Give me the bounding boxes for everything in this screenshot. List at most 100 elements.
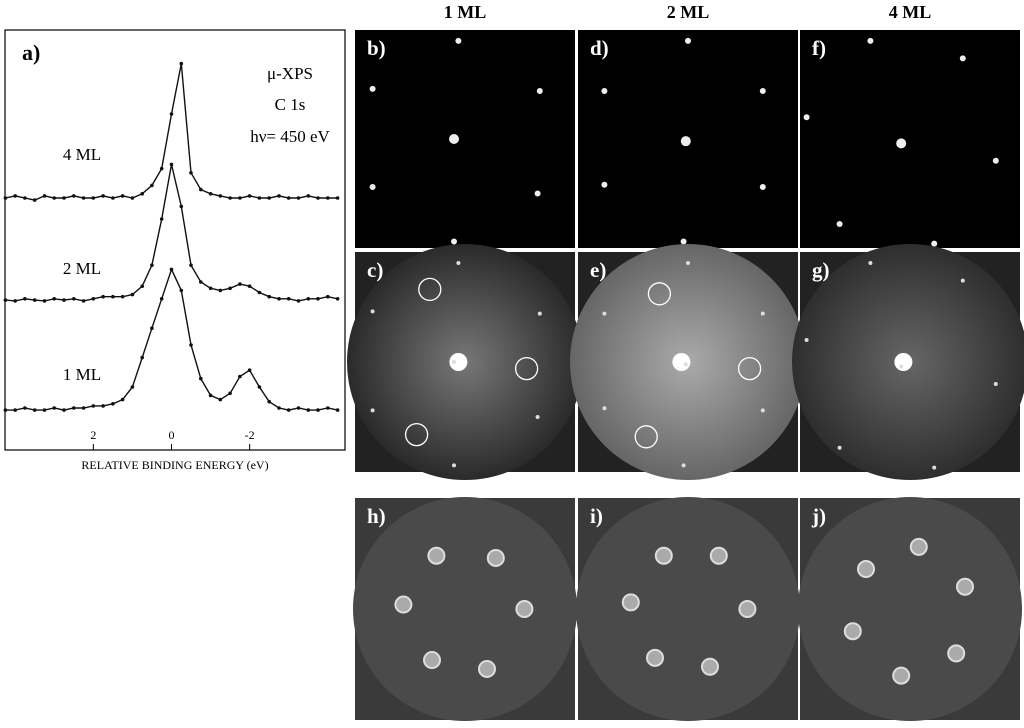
marker-ring — [634, 425, 658, 449]
leed-image — [355, 30, 575, 248]
annotation: C 1s — [275, 95, 306, 114]
column-header: 2 ML — [667, 2, 710, 22]
screen — [576, 497, 800, 721]
diffraction-spot — [803, 114, 810, 121]
central-spot — [449, 353, 468, 371]
leed-image — [800, 30, 1020, 248]
diffraction-spot — [836, 221, 843, 228]
diffraction-spot — [992, 157, 999, 164]
central-spot — [894, 353, 913, 371]
diffraction-spot — [681, 463, 686, 468]
diffraction-spot — [683, 362, 688, 367]
diffraction-spot — [685, 37, 691, 44]
diffraction-spot — [370, 309, 375, 314]
diffraction-spot — [452, 360, 456, 364]
intensity-spot — [515, 600, 534, 618]
diffraction-spot — [993, 382, 998, 386]
intensity-spot — [857, 560, 875, 579]
x-tick-label: -2 — [245, 428, 255, 442]
diffraction-spot — [369, 183, 376, 190]
screen — [798, 497, 1022, 721]
panel-label: a) — [22, 40, 40, 65]
marker-ring — [404, 422, 429, 447]
column-header: 4 ML — [889, 2, 932, 22]
intensity-spot — [956, 577, 974, 596]
panel-label: i) — [590, 504, 603, 528]
x-tick-label: 2 — [90, 428, 96, 442]
intensity-spot — [701, 657, 719, 676]
series-label: 4 ML — [63, 145, 101, 164]
intensity-spot — [423, 651, 441, 670]
intensity-spot — [486, 548, 505, 567]
diffraction-spot — [455, 37, 462, 44]
series-label: 2 ML — [63, 259, 101, 278]
intensity-spot — [394, 595, 413, 614]
panel-label: d) — [590, 36, 609, 60]
intensity-spot — [709, 546, 728, 565]
diffraction-spot — [369, 85, 376, 92]
marker-ring — [514, 356, 539, 381]
intensity-spot — [478, 659, 496, 678]
x-axis-label: RELATIVE BINDING ENERGY (eV) — [81, 458, 268, 472]
diffraction-spot — [899, 364, 904, 369]
diffraction-spot — [456, 261, 461, 265]
intensity-spot — [947, 644, 966, 663]
annotation: hν= 450 eV — [250, 127, 330, 146]
panel-label: b) — [367, 36, 386, 60]
diffraction-spot — [536, 88, 543, 95]
diffraction-spot — [759, 183, 766, 190]
marker-ring — [418, 277, 442, 302]
diffraction-spot — [804, 338, 809, 342]
diffraction-spot — [451, 238, 457, 245]
diffraction-spot — [959, 55, 966, 62]
diffraction-spot — [932, 465, 937, 470]
diffraction-spot — [601, 88, 608, 95]
diffraction-spot — [960, 278, 965, 283]
intensity-spot — [892, 666, 911, 685]
intensity-spot — [427, 546, 446, 565]
screen — [353, 497, 577, 721]
annotation: μ-XPS — [267, 64, 313, 83]
diffraction-spot — [760, 311, 765, 316]
intensity-spot — [654, 546, 673, 565]
panel-label: h) — [367, 504, 386, 528]
diffraction-spot — [602, 406, 607, 411]
diffraction-spot — [759, 88, 766, 95]
marker-ring — [647, 282, 672, 306]
diffraction-spot — [601, 181, 608, 188]
diffraction-spot — [535, 415, 540, 419]
diffraction-spot — [680, 238, 687, 245]
column-header: 1 ML — [444, 2, 487, 22]
diffraction-spot — [534, 190, 541, 197]
panel-label: g) — [812, 258, 830, 282]
panel-label: c) — [367, 258, 383, 282]
diffraction-spot — [537, 311, 542, 316]
diffraction-spot — [760, 408, 765, 413]
panel-label: f) — [812, 36, 826, 60]
intensity-spot — [909, 537, 928, 556]
diffraction-spot — [449, 134, 459, 144]
central-spot — [672, 353, 691, 371]
diffraction-spot — [452, 463, 456, 468]
diffraction-spot — [837, 445, 842, 450]
intensity-spot — [621, 593, 640, 612]
series-label: 1 ML — [63, 365, 101, 384]
diffraction-spot — [867, 37, 874, 44]
diffraction-spot — [868, 261, 873, 265]
marker-ring — [737, 356, 762, 381]
diffraction-spot — [686, 261, 690, 265]
panel-label: e) — [590, 258, 606, 282]
intensity-spot — [646, 648, 664, 667]
diffraction-spot — [680, 136, 691, 147]
spectrum-line — [3, 162, 340, 303]
diffraction-spot — [931, 240, 938, 247]
diffraction-spot — [896, 138, 907, 149]
intensity-spot — [843, 622, 862, 641]
diffraction-spot — [602, 311, 607, 316]
panel-label: j) — [811, 504, 826, 528]
diffraction-spot — [370, 408, 375, 413]
spectrum-line — [3, 267, 340, 412]
x-tick-label: 0 — [168, 428, 174, 442]
